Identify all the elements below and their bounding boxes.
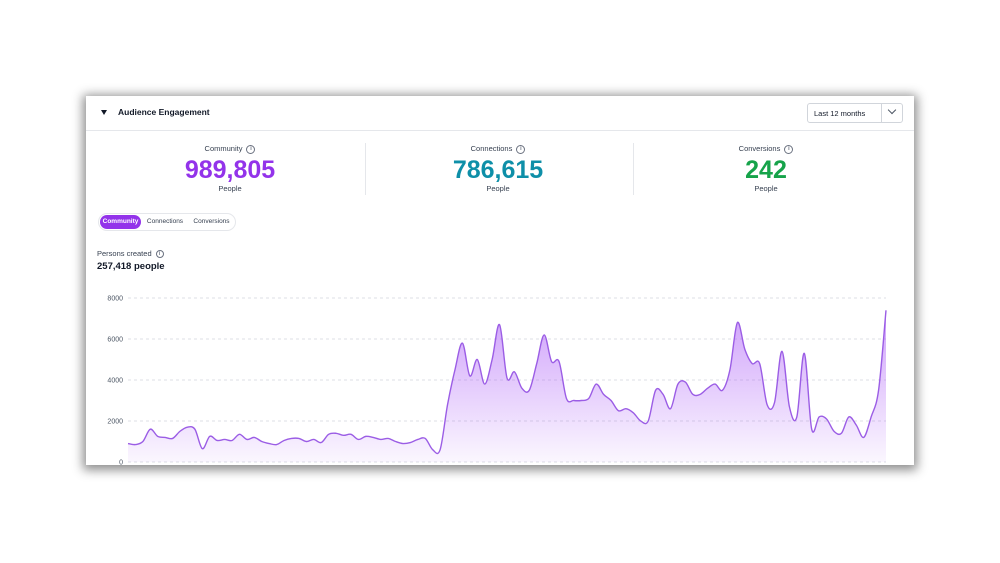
stat-community: Community i 989,805 People [96,143,364,193]
stat-value: 786,615 [452,156,544,184]
info-icon[interactable]: i [246,144,256,154]
persons-created-chart: 0 2000 4000 6000 8000 [107,296,887,466]
panel-title: Audience Engagement [118,107,210,117]
info-icon[interactable]: i [516,144,526,154]
stat-label: Connections [470,144,513,153]
y-tick-label: 6000 [107,337,123,344]
stat-connections: Connections i 786,615 People [364,143,632,193]
stat-label: Community [204,144,243,153]
y-tick-label: 4000 [107,378,123,385]
stat-conversions: Conversions i 242 People [632,143,900,193]
tab-connections[interactable]: Connections [146,218,184,225]
audience-engagement-panel: Audience Engagement Last 12 months Commu… [86,96,914,465]
stat-divider [633,143,634,195]
metric-tabs: Community Connections Conversions [98,213,236,231]
date-range-value: Last 12 months [814,109,866,118]
stat-unit: People [486,184,510,193]
tab-conversions[interactable]: Conversions [193,218,230,225]
date-range-select[interactable]: Last 12 months [807,103,903,123]
y-tick-label: 0 [119,460,123,466]
stat-unit: People [754,184,778,193]
metric-label: Persons created [97,249,152,258]
y-tick-label: 8000 [107,296,123,303]
tab-community[interactable]: Community [100,215,141,229]
metric-value: 257,418 people [97,261,165,272]
panel-header: Audience Engagement Last 12 months [86,96,914,131]
y-tick-label: 2000 [107,419,123,426]
stat-value: 242 [745,156,787,184]
caret-down-icon[interactable] [101,110,107,115]
stat-divider [365,143,366,195]
chevron-down-icon[interactable] [887,105,897,115]
series-line [127,310,887,455]
stat-value: 989,805 [184,156,276,184]
stat-label: Conversions [738,144,781,153]
info-icon[interactable]: i [155,250,164,259]
series-area-fill [128,310,886,462]
select-divider [881,104,882,122]
stat-unit: People [218,184,242,193]
info-icon[interactable]: i [784,144,794,154]
